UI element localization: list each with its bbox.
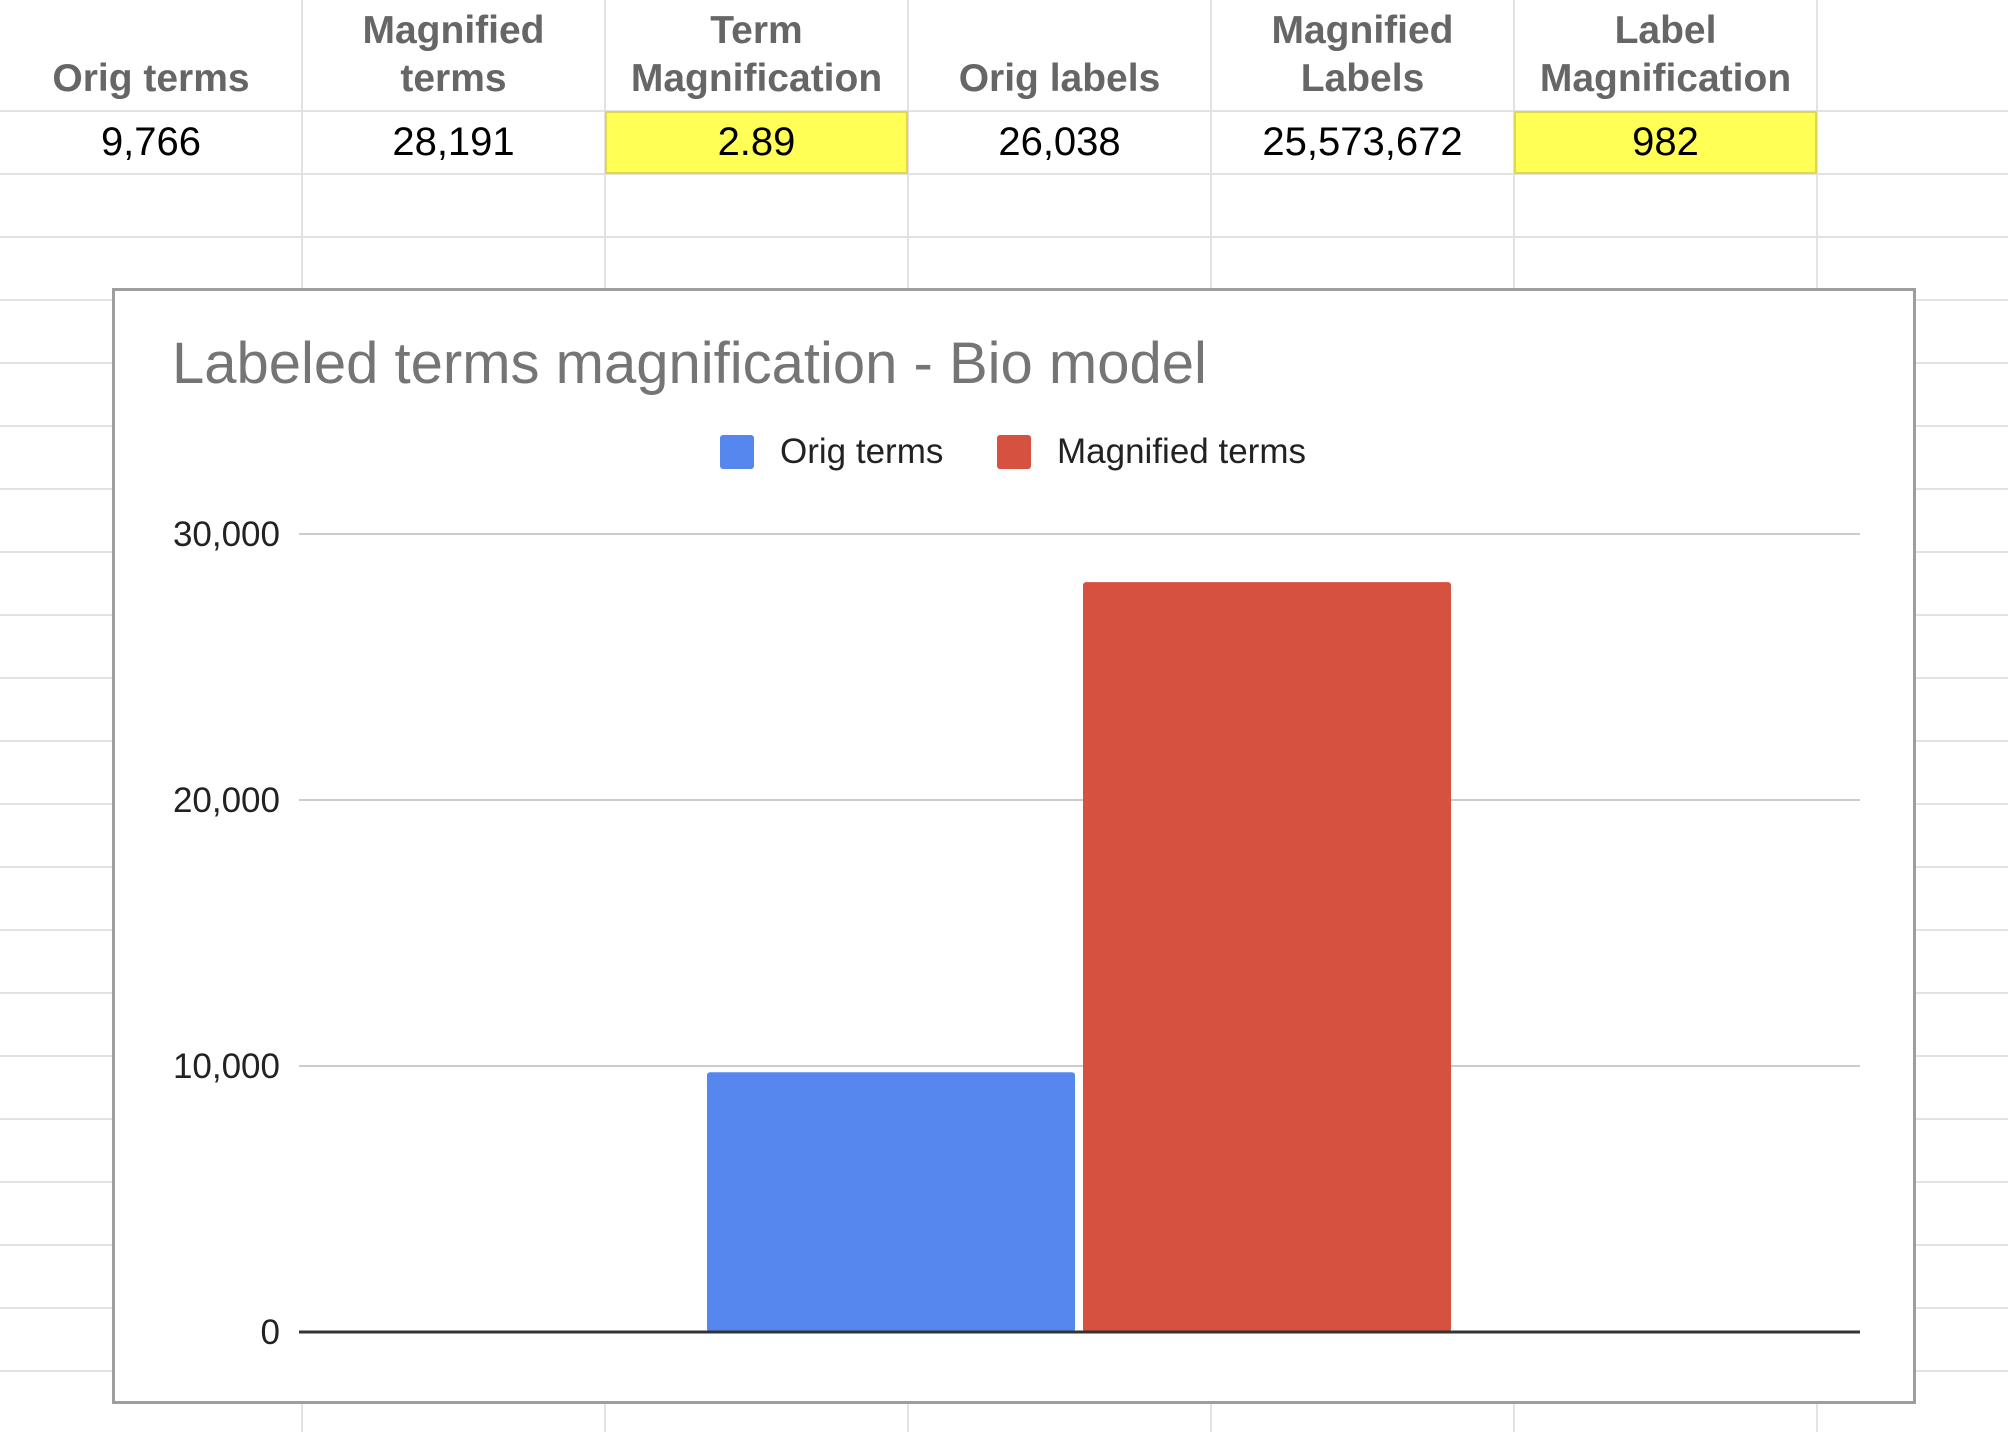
- y-tick-label: 0: [261, 1313, 280, 1352]
- chart-title: Labeled terms magnification - Bio model: [172, 331, 1207, 396]
- bar-orig-terms[interactable]: [707, 1072, 1075, 1332]
- header-magnified-terms[interactable]: Magnified terms: [362, 9, 545, 100]
- cell-label-magnification[interactable]: 982: [1514, 111, 1817, 174]
- y-tick-label: 30,000: [173, 515, 280, 554]
- cell-term-magnification[interactable]: 2.89: [605, 111, 908, 174]
- y-tick-label: 20,000: [173, 781, 280, 820]
- legend-label-1: Orig terms: [780, 432, 943, 471]
- bar-magnified-terms[interactable]: [1083, 582, 1451, 1332]
- legend-swatch-2: [997, 435, 1031, 469]
- cell-orig-labels[interactable]: 26,038: [998, 120, 1121, 164]
- header-label-magnification[interactable]: Label Magnification: [1539, 9, 1792, 100]
- bar-chart: Labeled terms magnification - Bio model O…: [172, 331, 1860, 1352]
- cell-magnified-labels[interactable]: 25,573,672: [1262, 120, 1463, 164]
- header-orig-labels[interactable]: Orig labels: [958, 57, 1161, 100]
- legend-label-2: Magnified terms: [1057, 432, 1306, 471]
- y-tick-label: 10,000: [173, 1047, 280, 1086]
- embedded-chart[interactable]: Labeled terms magnification - Bio model O…: [112, 288, 1916, 1404]
- cell-magnified-terms[interactable]: 28,191: [392, 120, 515, 164]
- header-term-magnification[interactable]: Term Magnification: [630, 9, 883, 100]
- header-magnified-labels[interactable]: Magnified Labels: [1271, 9, 1454, 100]
- cell-orig-terms[interactable]: 9,766: [100, 120, 202, 164]
- header-orig-terms[interactable]: Orig terms: [52, 57, 250, 100]
- legend-swatch-1: [720, 435, 754, 469]
